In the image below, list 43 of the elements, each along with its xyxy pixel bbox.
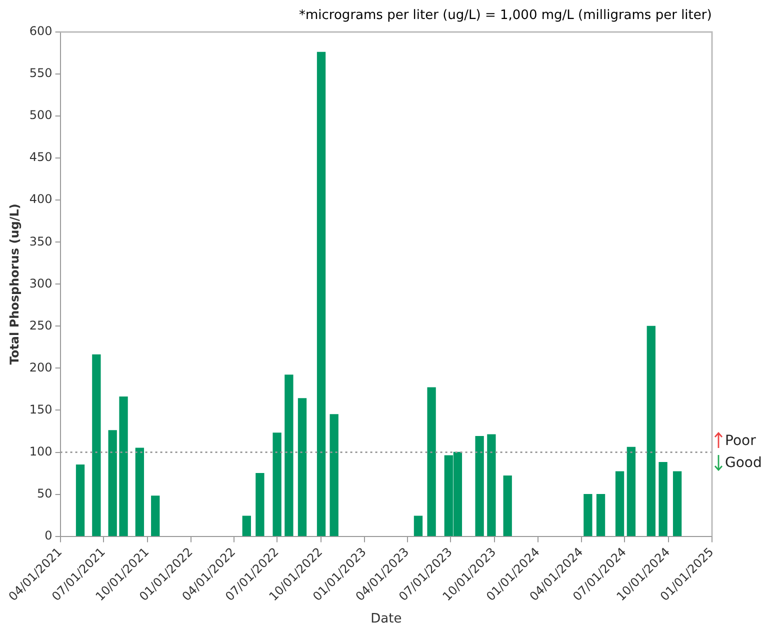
bar: [615, 471, 624, 536]
y-axis-title: Total Phosphorus (ug/L): [7, 204, 22, 365]
y-tick-label: 200: [29, 360, 52, 374]
bar: [272, 432, 282, 536]
bar: [584, 494, 592, 536]
bar: [596, 494, 606, 536]
y-tick-label: 500: [29, 108, 52, 122]
y-tick-label: 0: [44, 528, 52, 542]
bar: [672, 471, 682, 536]
y-tick-label: 600: [29, 24, 52, 38]
bar: [475, 436, 484, 536]
bar: [76, 464, 85, 536]
bar: [135, 448, 144, 536]
bar: [503, 475, 512, 536]
bar: [108, 430, 117, 536]
y-tick-label: 550: [29, 66, 52, 80]
bar: [256, 472, 264, 536]
y-tick-label: 350: [29, 234, 52, 248]
y-tick-label: 100: [29, 444, 52, 458]
bar: [330, 414, 338, 536]
y-tick-label: 150: [29, 402, 52, 416]
text: Good: [725, 455, 762, 472]
bar: [242, 516, 251, 536]
text: Poor: [725, 433, 756, 450]
bar: [414, 516, 423, 536]
bar: [298, 398, 307, 536]
bar: [316, 52, 326, 536]
x-axis-title: Date: [370, 612, 402, 627]
y-tick-label: 450: [29, 150, 52, 164]
bar: [284, 374, 294, 536]
text: *micrograms per liter (ug/L) = 1,000 mg/L (milligrams per liter): [299, 8, 712, 23]
y-tick-label: 50: [37, 486, 52, 500]
bar: [626, 446, 636, 536]
bar: [119, 396, 128, 536]
y-tick-label: 300: [29, 276, 52, 290]
y-tick-label: 250: [29, 318, 52, 332]
bar: [658, 462, 668, 536]
bar: [487, 434, 496, 536]
bar: [646, 326, 656, 536]
bar: [151, 496, 160, 536]
bar: [92, 354, 101, 536]
bar: [427, 387, 436, 536]
y-tick-label: 400: [29, 192, 52, 206]
